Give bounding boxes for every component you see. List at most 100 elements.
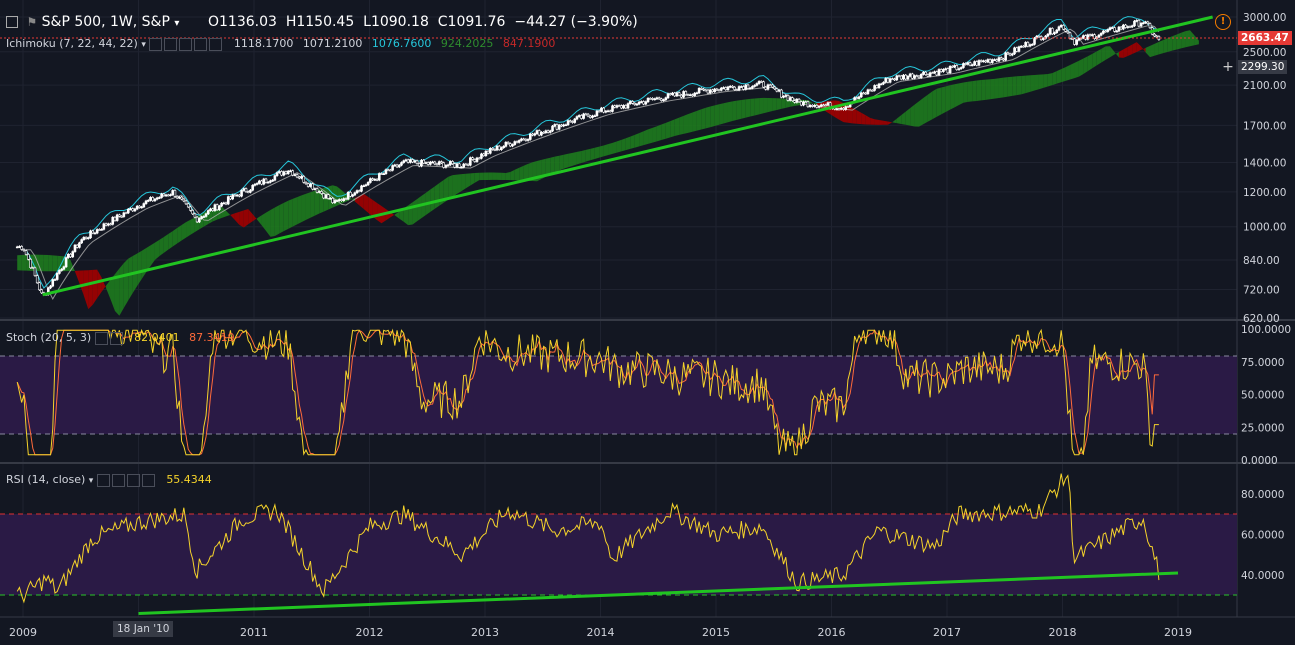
ichimoku-cloud-segment <box>1074 60 1079 79</box>
candle-body <box>382 173 386 175</box>
candle-body <box>991 59 994 63</box>
ichimoku-cloud-segment <box>923 94 928 125</box>
candle-body <box>915 75 919 77</box>
ichimoku-cloud-segment <box>261 212 266 231</box>
candle-body <box>1142 22 1145 25</box>
candle-body <box>402 160 406 163</box>
ichimoku-cloud-segment <box>905 108 911 126</box>
add-icon[interactable] <box>109 331 123 345</box>
candle-body <box>695 92 699 95</box>
symbol-header[interactable]: ⚑ S&P 500, 1W, S&P ▾ <box>6 14 179 30</box>
rsi-trendline[interactable] <box>138 571 1179 615</box>
ichimoku-cloud-segment <box>541 158 546 179</box>
ichimoku-cloud-segment <box>950 84 955 110</box>
ichimoku-cloud-segment <box>1101 46 1106 63</box>
chevron-down-icon[interactable]: ▾ <box>174 18 180 29</box>
close-value: C1091.76 <box>437 14 506 30</box>
chevron-down-icon[interactable]: ▾ <box>141 40 146 50</box>
price-trendline[interactable] <box>42 15 1213 297</box>
rsi-value: 55.4344 <box>166 473 212 486</box>
symbol-title[interactable]: S&P 500, 1W, S&P <box>41 14 170 30</box>
candle-body <box>82 237 86 240</box>
collapse-icon[interactable] <box>6 16 18 28</box>
ichimoku-cloud-segment <box>674 117 680 136</box>
ichimoku-cloud-segment <box>581 149 586 163</box>
candle-body <box>942 69 945 72</box>
candle-body <box>884 78 887 83</box>
candle-body <box>49 285 52 289</box>
close-icon[interactable] <box>141 473 155 487</box>
candle-body <box>706 89 710 94</box>
candle-body <box>822 104 825 107</box>
ichimoku-cloud-segment <box>1007 76 1013 97</box>
plus-icon[interactable]: + <box>1222 59 1234 75</box>
candle-body <box>673 92 676 97</box>
candle-body <box>675 92 679 97</box>
candle-body <box>484 150 488 156</box>
flag-icon[interactable]: ⚑ <box>26 15 38 29</box>
ichimoku-cloud-segment <box>79 270 84 296</box>
visibility-icon[interactable] <box>149 37 163 51</box>
settings-icon[interactable] <box>111 473 125 487</box>
candle-body <box>744 84 748 90</box>
candle-body <box>415 160 419 164</box>
time-axis-label: 2014 <box>587 626 615 639</box>
ichimoku-cloud-segment <box>812 102 817 106</box>
candle-body <box>271 179 274 182</box>
ichimoku-cloud-segment <box>181 222 187 241</box>
candle-body <box>231 194 234 200</box>
candle-body <box>1088 34 1092 37</box>
ichimoku-cloud-segment <box>1132 42 1137 54</box>
stoch-label[interactable]: Stoch (20, 5, 3) <box>6 331 92 344</box>
candle-body <box>153 198 157 202</box>
candle-body <box>1008 53 1012 56</box>
add-icon[interactable] <box>194 37 208 51</box>
candle-body <box>91 230 95 234</box>
ichimoku-cloud-segment <box>652 126 657 143</box>
candle-body <box>1104 30 1107 33</box>
ichimoku-cloud-segment <box>985 79 991 100</box>
ichimoku-legend[interactable]: Ichimoku (7, 22, 44, 22) ▾ 1118.1700 107… <box>6 37 555 51</box>
candle-body <box>693 92 696 96</box>
ichimoku-cloud-segment <box>239 210 244 228</box>
ichimoku-cloud-segment <box>896 115 902 124</box>
rsi-legend[interactable]: RSI (14, close) ▾ 55.4344 <box>6 473 212 487</box>
ichimoku-cloud-segment <box>474 172 480 183</box>
visibility-icon[interactable] <box>96 473 110 487</box>
candle-body <box>1099 33 1103 36</box>
candle-body <box>384 169 388 174</box>
candle-body <box>926 74 930 77</box>
ichimoku-cloud-segment <box>1176 32 1182 50</box>
ichimoku-label[interactable]: Ichimoku (7, 22, 44, 22) <box>6 37 138 50</box>
candle-body <box>286 170 290 174</box>
add-icon[interactable] <box>126 473 140 487</box>
settings-icon[interactable] <box>164 37 178 51</box>
ichimoku-cloud-segment <box>314 189 320 216</box>
candle-body <box>1048 28 1052 35</box>
chevron-down-icon[interactable]: ▾ <box>88 476 94 486</box>
alert-icon[interactable]: ! <box>1215 14 1231 30</box>
stoch-legend[interactable]: Stoch (20, 5, 3) 82.0401 87.3419 <box>6 331 235 345</box>
candle-body <box>644 101 648 105</box>
ichimoku-cloud-segment <box>625 136 631 151</box>
rsi-label[interactable]: RSI (14, close) <box>6 473 86 486</box>
candle-body <box>337 199 341 201</box>
close-icon[interactable] <box>209 37 223 51</box>
ichimoku-cloud-segment <box>785 98 791 108</box>
candle-body <box>206 210 210 215</box>
candle-body <box>184 200 188 205</box>
ichimoku-cloud-segment <box>297 195 302 225</box>
candle-body <box>1030 44 1034 46</box>
candle-body <box>522 138 525 141</box>
settings-icon[interactable] <box>94 331 108 345</box>
price-axis-label: 840.00 <box>1243 255 1280 267</box>
candle-body <box>395 164 399 168</box>
ichimoku-cloud-segment <box>670 119 675 138</box>
ichimoku-cloud-segment <box>861 112 866 125</box>
source-icon[interactable] <box>179 37 193 51</box>
candle-body <box>246 191 250 193</box>
candle-body <box>888 78 892 83</box>
candle-body <box>962 63 965 68</box>
candle-body <box>835 108 839 111</box>
